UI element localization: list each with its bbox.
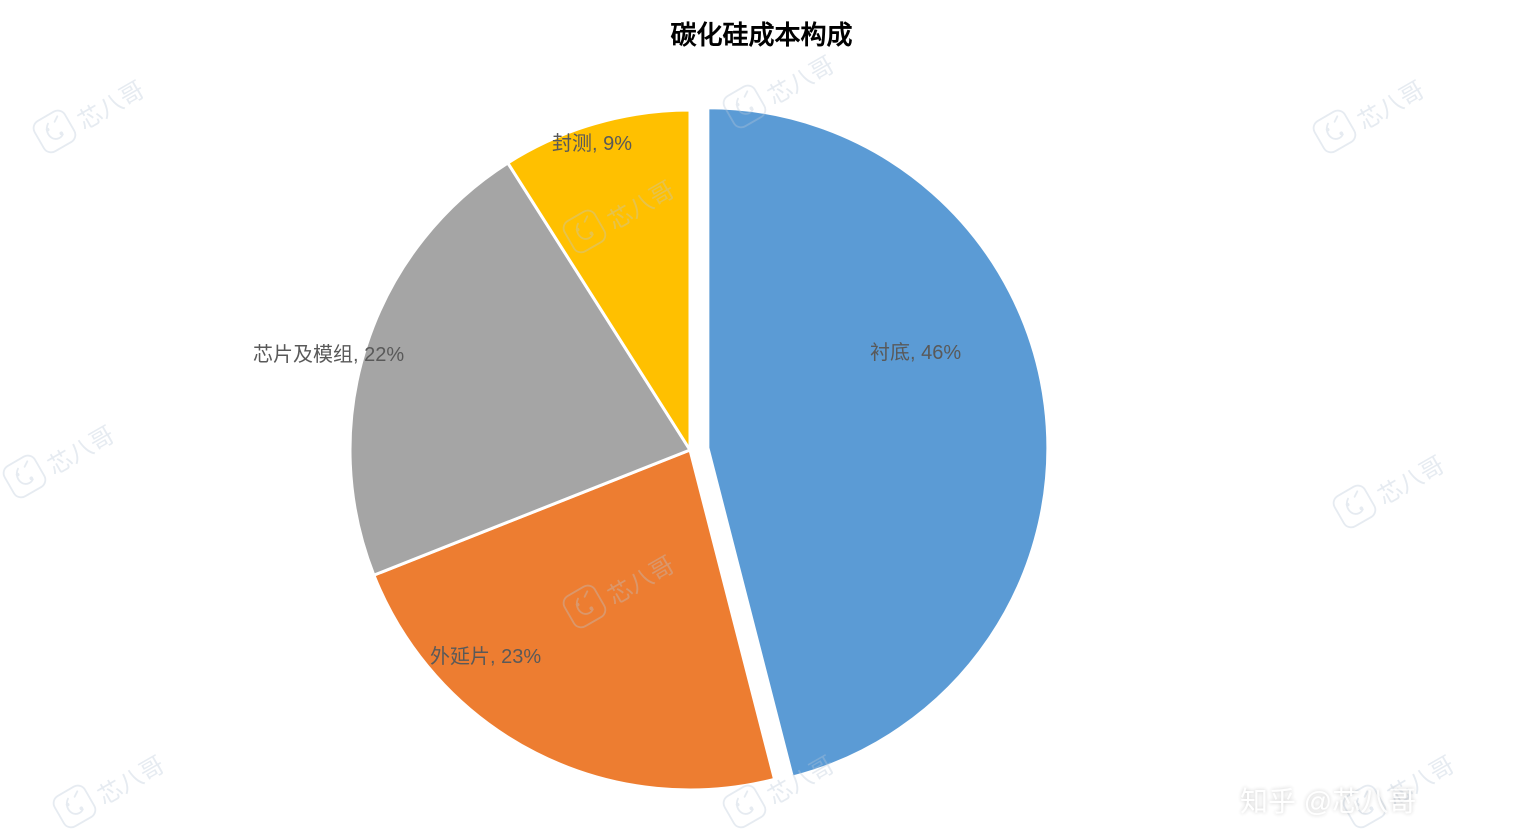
pie-slice [708,108,1048,777]
pie-chart [0,0,1523,833]
slice-label: 封测, 9% [552,127,632,156]
slice-label: 外延片, 23% [430,640,541,669]
slice-label: 芯片及模组, 22% [253,338,404,367]
slice-label: 衬底, 46% [870,336,961,365]
